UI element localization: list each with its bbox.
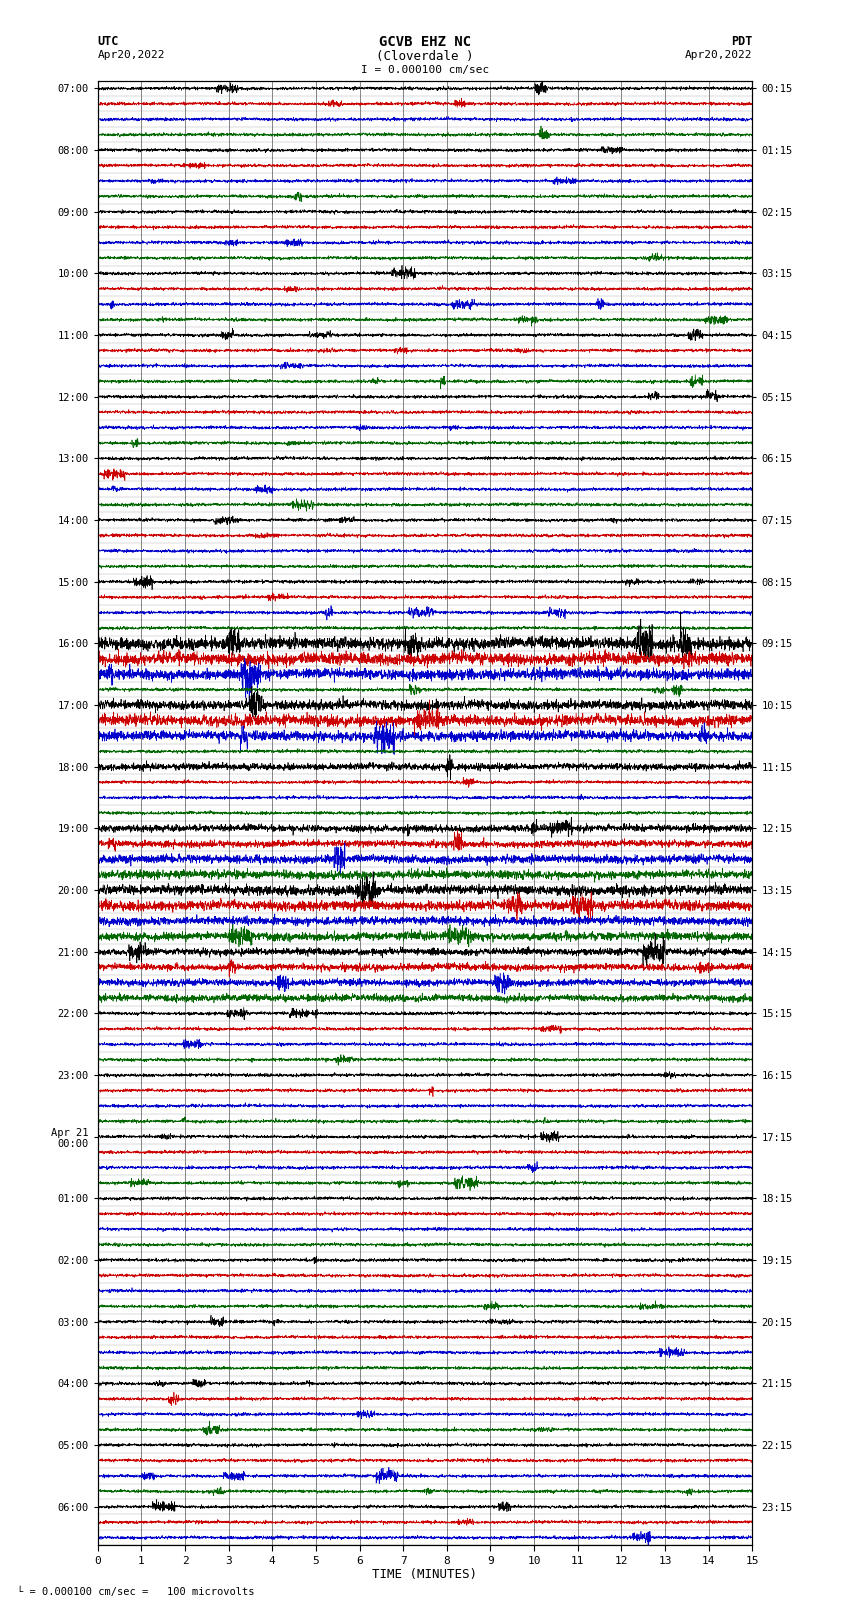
Text: I = 0.000100 cm/sec: I = 0.000100 cm/sec bbox=[361, 65, 489, 74]
Text: PDT: PDT bbox=[731, 35, 752, 48]
Text: Apr20,2022: Apr20,2022 bbox=[685, 50, 752, 60]
Text: UTC: UTC bbox=[98, 35, 119, 48]
Text: Apr20,2022: Apr20,2022 bbox=[98, 50, 165, 60]
Text: GCVB EHZ NC: GCVB EHZ NC bbox=[379, 35, 471, 50]
Text: └ = 0.000100 cm/sec =   100 microvolts: └ = 0.000100 cm/sec = 100 microvolts bbox=[17, 1587, 254, 1597]
Text: (Cloverdale ): (Cloverdale ) bbox=[377, 50, 473, 63]
X-axis label: TIME (MINUTES): TIME (MINUTES) bbox=[372, 1568, 478, 1581]
